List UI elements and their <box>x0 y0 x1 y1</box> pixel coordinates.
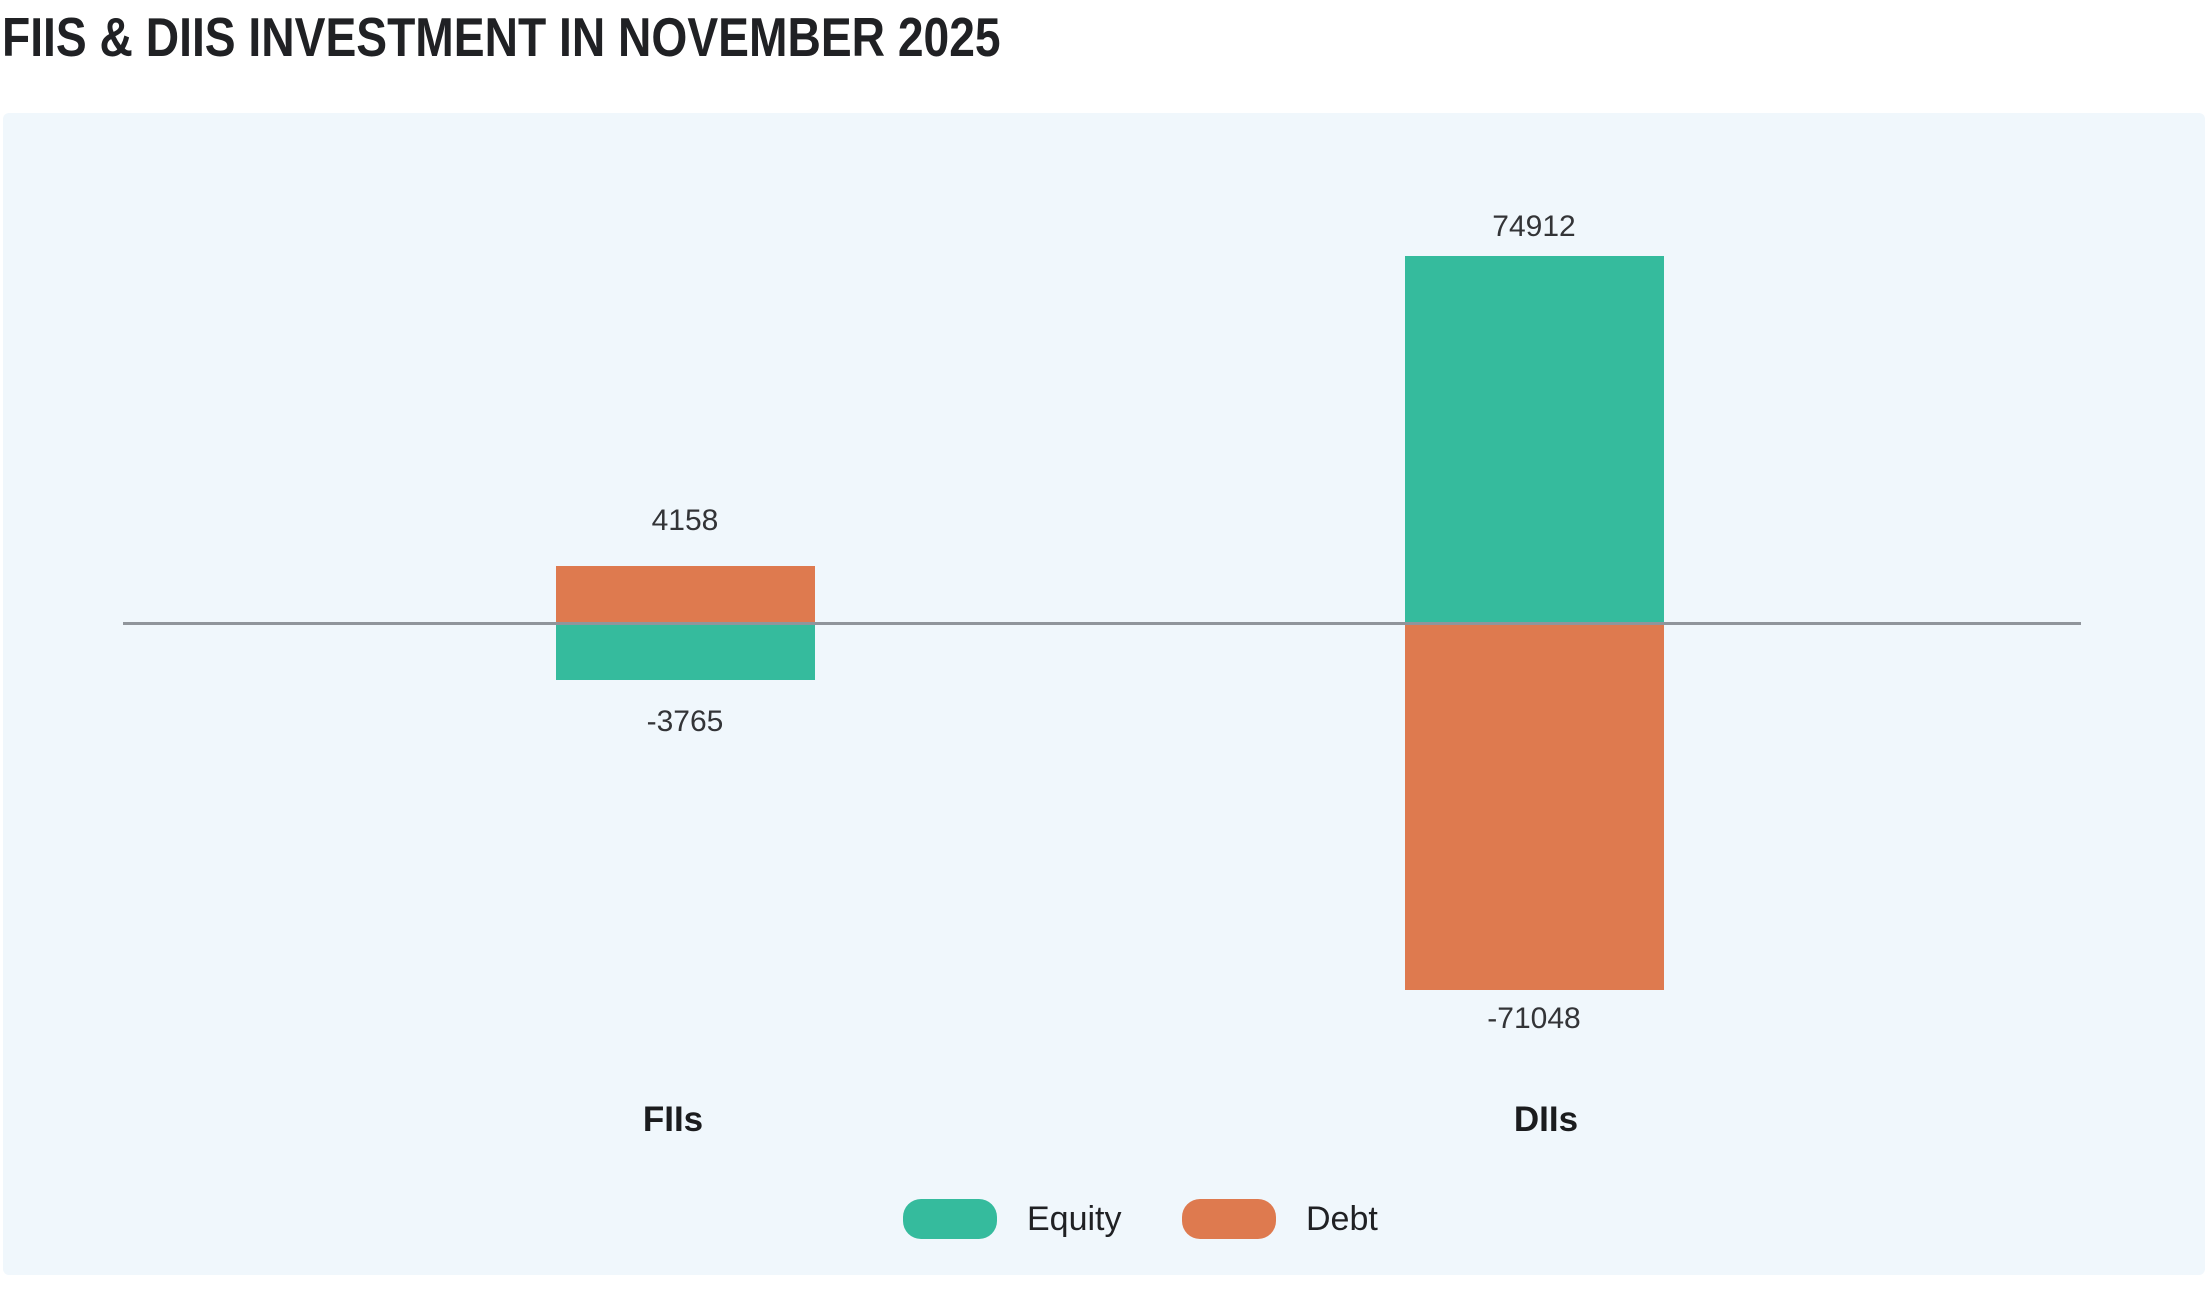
zero-axis-line <box>123 622 2081 625</box>
category-label-fiis: FIIs <box>642 1100 704 1139</box>
debt-swatch-icon <box>1182 1199 1276 1239</box>
equity-swatch-icon <box>903 1199 997 1239</box>
chart-panel: 4158 -3765 FIIs 74912 -71048 DIIs Equity… <box>3 113 2205 1275</box>
category-label-diis: DIIs <box>1513 1100 1579 1139</box>
page-title: FIIS & DIIS INVESTMENT IN NOVEMBER 2025 <box>2 6 1001 68</box>
bar-fiis-debt <box>556 566 815 624</box>
value-label-diis-debt: -71048 <box>1487 1002 1581 1035</box>
legend-item-debt: Debt <box>1182 1199 1378 1239</box>
bar-diis-debt <box>1405 624 1664 990</box>
legend-label-debt: Debt <box>1306 1200 1378 1238</box>
legend-item-equity: Equity <box>903 1199 1122 1239</box>
value-label-diis-equity: 74912 <box>1492 210 1576 243</box>
bar-diis-equity <box>1405 256 1664 624</box>
legend-label-equity: Equity <box>1027 1200 1122 1238</box>
value-label-fiis-debt: 4158 <box>651 504 719 537</box>
value-label-fiis-equity: -3765 <box>646 705 724 738</box>
bar-fiis-equity <box>556 624 815 680</box>
